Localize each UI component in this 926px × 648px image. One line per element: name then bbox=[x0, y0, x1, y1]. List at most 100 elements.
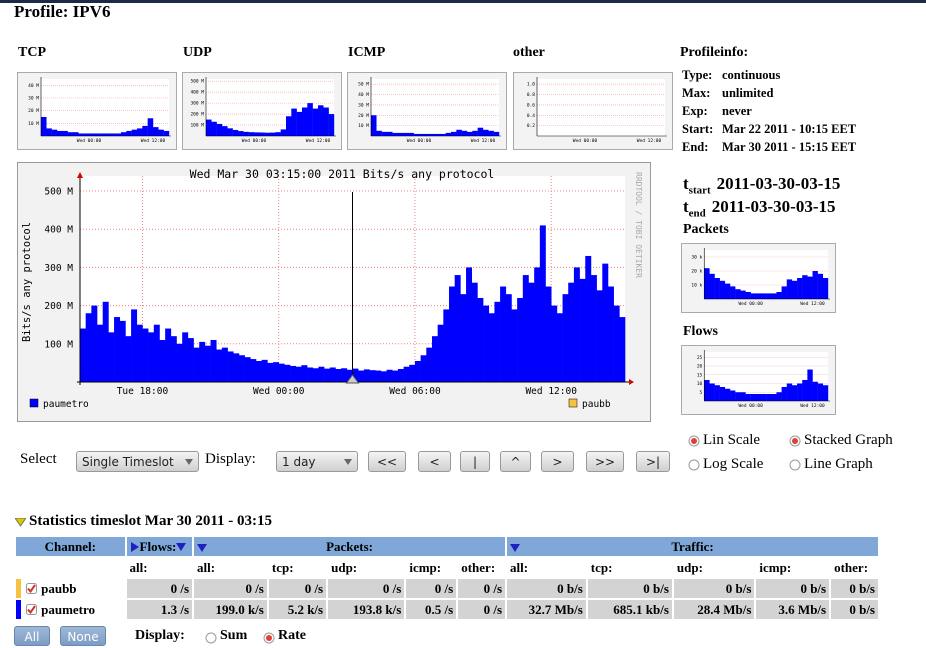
nav-button[interactable]: >> bbox=[586, 451, 624, 472]
bar bbox=[318, 105, 324, 136]
bar bbox=[99, 133, 106, 136]
y-tick-label: 20 M bbox=[358, 113, 369, 119]
bar bbox=[760, 293, 767, 299]
bar bbox=[83, 133, 90, 136]
x-tick-label: Wed 12:00 bbox=[800, 301, 825, 307]
bar bbox=[424, 133, 430, 136]
bar bbox=[216, 123, 223, 136]
display-select[interactable]: 1 day bbox=[276, 451, 358, 472]
profileinfo-value: never bbox=[722, 104, 752, 118]
radio-button[interactable] bbox=[789, 459, 801, 471]
timeslot: tend 2011-03-30-03-15 bbox=[683, 197, 836, 219]
radio-ring bbox=[789, 459, 801, 471]
bar bbox=[307, 367, 314, 382]
bar bbox=[472, 130, 478, 136]
bar bbox=[724, 283, 731, 299]
bar bbox=[227, 351, 234, 382]
bar bbox=[270, 132, 276, 136]
nav-button[interactable]: < bbox=[418, 451, 451, 472]
group-label: Packets: bbox=[326, 538, 373, 554]
column-header: udp: bbox=[331, 559, 358, 575]
radio-button[interactable] bbox=[789, 435, 801, 447]
bar bbox=[341, 368, 348, 382]
timeslot-select[interactable]: Single Timeslot bbox=[76, 451, 199, 472]
y-axis-arrow bbox=[77, 172, 83, 178]
bar bbox=[78, 133, 84, 136]
bar bbox=[771, 394, 777, 401]
column-header: all: bbox=[197, 559, 216, 575]
bar bbox=[534, 267, 541, 382]
column-header: all: bbox=[129, 559, 148, 575]
radio-button[interactable] bbox=[688, 435, 700, 447]
checkbox[interactable] bbox=[26, 603, 38, 615]
bar bbox=[797, 383, 803, 401]
bar bbox=[413, 133, 420, 136]
y-tick-label: 500 M bbox=[44, 187, 73, 198]
bar bbox=[264, 132, 271, 136]
bar bbox=[568, 282, 575, 382]
radio-label: Lin Scale bbox=[703, 432, 761, 448]
radio-button[interactable] bbox=[263, 632, 275, 644]
bar bbox=[802, 380, 808, 401]
bar bbox=[704, 268, 710, 299]
column-header: other: bbox=[834, 559, 869, 575]
thumbnail-label: ICMP bbox=[348, 45, 386, 60]
bar bbox=[551, 305, 558, 382]
bar bbox=[261, 359, 268, 382]
thumbnail-graph: 10 k 20 k 30 k Wed 00:00 Wed 12:00 bbox=[681, 243, 836, 313]
nav-button[interactable]: << bbox=[368, 451, 406, 472]
nav-button[interactable]: >| bbox=[636, 451, 670, 472]
radio-label: Stacked Graph bbox=[804, 432, 893, 448]
nav-button[interactable]: | bbox=[460, 451, 490, 472]
bar bbox=[760, 394, 767, 401]
bar bbox=[740, 392, 746, 401]
bar bbox=[791, 280, 798, 299]
nav-button[interactable]: > bbox=[541, 451, 574, 472]
bar bbox=[755, 394, 762, 401]
profileinfo-key: Exp: bbox=[682, 104, 708, 118]
bar bbox=[797, 278, 803, 299]
column-header: icmp: bbox=[759, 559, 792, 575]
bar bbox=[105, 133, 111, 136]
bar bbox=[381, 131, 388, 136]
bar bbox=[494, 301, 501, 382]
channel-button[interactable]: All bbox=[14, 626, 50, 646]
bar bbox=[193, 347, 200, 382]
bar bbox=[137, 128, 143, 136]
arrow bbox=[185, 459, 193, 465]
bar bbox=[585, 255, 592, 382]
channel-button[interactable]: None bbox=[60, 626, 106, 646]
timeslot-value: 2011-03-30-03-15 bbox=[711, 197, 836, 216]
bar bbox=[500, 286, 507, 382]
column-header: tcp: bbox=[271, 559, 294, 575]
stat-value: 32.7 Mb/s bbox=[507, 600, 586, 619]
nav-button[interactable]: ^ bbox=[500, 451, 531, 472]
column-header: icmp: bbox=[409, 559, 442, 575]
profileinfo-value: Mar 30 2011 - 15:15 EET bbox=[722, 140, 857, 154]
bar bbox=[786, 279, 793, 299]
bar bbox=[126, 130, 132, 136]
bar bbox=[387, 131, 393, 136]
bar bbox=[73, 132, 79, 136]
bar bbox=[211, 121, 217, 136]
checkbox[interactable] bbox=[26, 582, 38, 594]
triangle bbox=[176, 542, 187, 551]
bar bbox=[110, 133, 116, 136]
bar bbox=[579, 278, 586, 382]
radio-button[interactable] bbox=[205, 632, 217, 644]
profileinfo-key: End: bbox=[682, 140, 709, 154]
bar bbox=[301, 365, 308, 382]
bar bbox=[125, 336, 132, 382]
bar bbox=[273, 362, 279, 382]
x-tick-label: Wed 12:00 bbox=[637, 138, 662, 144]
bar bbox=[619, 317, 626, 382]
bar bbox=[817, 383, 824, 401]
stat-value: 0 b/s bbox=[756, 579, 830, 598]
bar bbox=[460, 294, 467, 382]
stat-value: 0.5 /s bbox=[406, 600, 457, 619]
y-tick-label: 300 M bbox=[44, 263, 73, 274]
y-tick-label: 30 M bbox=[28, 96, 39, 102]
thumbnail-label: UDP bbox=[183, 45, 212, 60]
radio-label: Line Graph bbox=[804, 456, 873, 472]
radio-button[interactable] bbox=[688, 459, 700, 471]
